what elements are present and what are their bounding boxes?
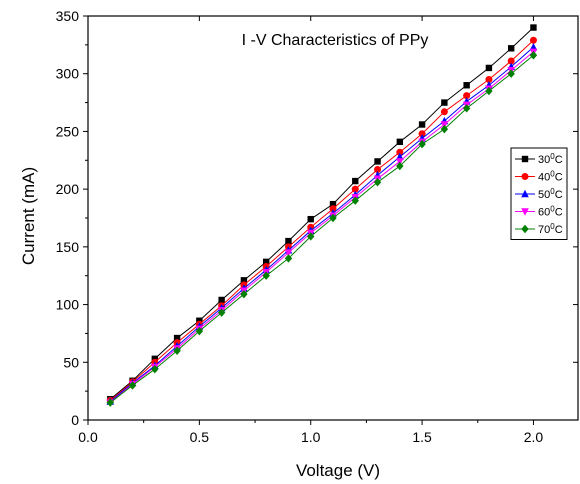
legend-label: 600C [538, 205, 563, 219]
data-point [351, 185, 359, 193]
data-point [373, 178, 382, 187]
data-point [151, 365, 159, 374]
x-axis: 0.0 0.5 1.0 1.5 2.0 [78, 16, 543, 445]
data-point [329, 200, 337, 208]
y-tick-label: 100 [56, 297, 80, 313]
data-point [507, 69, 515, 78]
legend-item: 500C [515, 187, 563, 201]
data-point [128, 381, 137, 390]
data-point [507, 57, 515, 65]
legend-label: 700C [538, 222, 563, 236]
data-point [485, 64, 493, 72]
y-axis: 0 50 100 150 200 250 300 350 [56, 8, 578, 428]
legend-label: 400C [538, 170, 563, 184]
data-point [440, 108, 448, 116]
series-layer [106, 24, 538, 407]
y-tick-label: 200 [56, 181, 80, 197]
y-axis-title: Current (mA) [19, 167, 38, 265]
data-point [106, 398, 114, 407]
series-70c [106, 51, 538, 407]
legend-marker [521, 173, 529, 180]
series-line [109, 46, 534, 402]
data-point [507, 45, 515, 52]
data-point [396, 161, 404, 171]
data-point [462, 104, 471, 113]
y-tick-label: 350 [56, 8, 80, 24]
series-line [109, 51, 534, 404]
data-point [351, 196, 359, 205]
data-point [285, 237, 292, 245]
x-tick-label: 0.0 [78, 429, 98, 445]
data-point [240, 277, 248, 284]
data-point [329, 205, 337, 213]
data-point [307, 215, 314, 223]
legend: 300C 400C 500C 600C 700C [510, 147, 568, 240]
data-point [418, 121, 426, 128]
data-point [307, 232, 315, 241]
data-point [530, 24, 537, 31]
legend-item: 400C [515, 170, 563, 184]
series-40c [106, 36, 537, 404]
data-point [284, 254, 293, 263]
y-tick-label: 50 [63, 354, 79, 370]
y-tick-label: 0 [71, 412, 79, 428]
x-tick-label: 1.5 [412, 429, 432, 445]
x-tick-label: 1.0 [301, 429, 321, 445]
data-point [485, 86, 493, 96]
data-point [240, 289, 248, 299]
x-tick-label: 0.5 [190, 429, 210, 445]
data-point [173, 334, 181, 342]
data-point [440, 124, 449, 134]
series-30c [107, 24, 537, 403]
legend-marker [521, 208, 529, 216]
legend-marker [521, 189, 529, 198]
data-point [463, 82, 470, 89]
data-point [374, 158, 381, 165]
data-point [529, 51, 538, 60]
y-tick-label: 300 [56, 66, 80, 82]
data-point [262, 271, 270, 280]
x-tick-label: 2.0 [524, 429, 544, 445]
legend-item: 600C [515, 205, 563, 219]
series-line [109, 54, 534, 404]
data-point [195, 326, 204, 336]
chart-title: I -V Characteristics of PPy [242, 32, 429, 49]
data-point [485, 75, 493, 83]
data-point [396, 152, 404, 161]
legend-label: 500C [538, 187, 563, 201]
y-tick-label: 250 [56, 123, 80, 139]
legend-item: 300C [515, 152, 563, 166]
data-point [218, 296, 225, 304]
legend-marker [521, 155, 529, 163]
data-point [217, 308, 226, 317]
legend-label: 300C [538, 152, 563, 166]
x-axis-title: Voltage (V) [296, 461, 380, 480]
data-point [441, 99, 448, 106]
data-point [173, 346, 181, 355]
data-point [418, 130, 426, 138]
data-point [529, 42, 538, 51]
data-point [329, 213, 337, 223]
series-line [109, 27, 534, 400]
y-tick-label: 150 [56, 239, 80, 255]
data-point [284, 249, 293, 257]
legend-item: 700C [515, 222, 563, 236]
data-point [262, 258, 270, 266]
data-point [352, 177, 359, 185]
legend-marker [521, 224, 529, 234]
data-point [396, 148, 404, 156]
series-line [109, 39, 534, 401]
data-point [418, 139, 426, 149]
data-point [374, 166, 382, 174]
data-point [529, 36, 537, 44]
data-point [463, 92, 471, 100]
data-point [396, 138, 404, 146]
